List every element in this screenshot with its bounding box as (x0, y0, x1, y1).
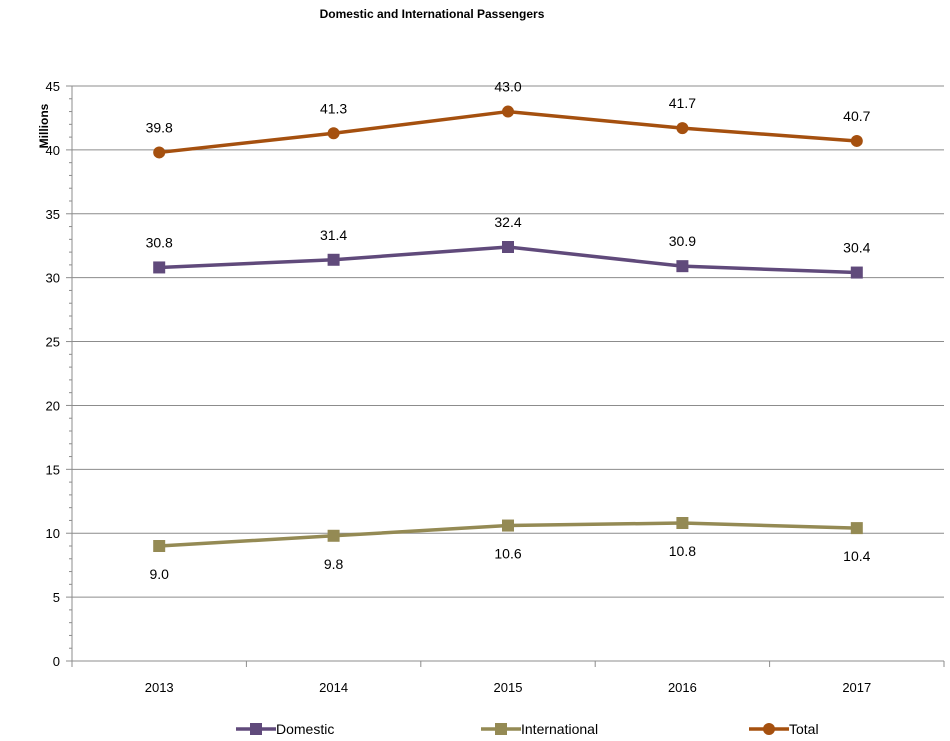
data-point (327, 253, 340, 266)
legend-marker (250, 723, 262, 735)
y-tick-label: 25 (46, 335, 60, 350)
data-point (502, 105, 514, 118)
legend-marker (763, 723, 775, 735)
data-point (676, 122, 689, 135)
data-point (850, 266, 863, 279)
chart-title: Domestic and International Passengers (320, 7, 545, 21)
x-tick-label: 2017 (842, 680, 871, 695)
data-point (153, 146, 166, 159)
legend-label: International (521, 721, 598, 737)
data-point (850, 134, 863, 147)
data-label: 30.9 (669, 233, 696, 249)
y-tick-label: 40 (46, 143, 60, 158)
data-label: 43.0 (494, 79, 521, 95)
x-tick-labels: 2013 2014 2015 2016 2017 (145, 680, 872, 695)
data-labels: 30.8 31.4 32.4 30.9 30.4 9.0 9.8 10.6 10.8 10.4 39… (146, 79, 871, 582)
x-tick-label: 2016 (668, 680, 697, 695)
data-label: 10.8 (669, 543, 696, 559)
series-lines (153, 105, 863, 552)
data-point (850, 522, 863, 535)
x-tick-label: 2015 (494, 680, 523, 695)
data-label: 10.4 (843, 548, 870, 564)
data-label: 9.8 (324, 556, 344, 572)
data-label: 41.7 (669, 95, 696, 111)
y-tick-label: 35 (46, 207, 60, 222)
axes (66, 85, 945, 667)
legend-label: Total (789, 721, 819, 737)
data-label: 30.4 (843, 240, 870, 256)
legend: Domestic International Total (236, 721, 819, 737)
data-point (153, 540, 166, 552)
legend-label: Domestic (276, 721, 334, 737)
legend-marker (495, 723, 507, 735)
data-label: 10.6 (494, 546, 521, 562)
data-label: 39.8 (146, 119, 173, 135)
legend-item-domestic: Domestic (236, 721, 334, 737)
y-axis-label: Millions (37, 103, 51, 148)
data-point (502, 519, 514, 532)
y-tick-label: 30 (46, 271, 60, 286)
y-tick-label: 10 (46, 526, 60, 541)
data-label: 41.3 (320, 100, 347, 116)
y-tick-labels: 0 5 10 15 20 25 30 35 40 45 (46, 79, 60, 669)
y-tick-label: 15 (46, 462, 60, 477)
x-tick-label: 2013 (145, 680, 174, 695)
data-label: 30.8 (146, 234, 173, 250)
data-label: 32.4 (494, 214, 521, 230)
legend-item-total: Total (749, 721, 819, 737)
y-tick-label: 5 (53, 590, 60, 605)
data-point (153, 261, 166, 274)
y-tick-label: 45 (46, 79, 60, 94)
x-tick-label: 2014 (319, 680, 348, 695)
data-point (676, 517, 689, 529)
y-tick-label: 20 (46, 398, 60, 413)
data-label: 9.0 (149, 566, 169, 582)
series-line-total (159, 109, 857, 155)
data-label: 40.7 (843, 108, 870, 124)
gridlines (72, 85, 944, 598)
data-point (502, 241, 514, 253)
data-point (327, 529, 340, 542)
data-point (676, 260, 689, 273)
data-label: 31.4 (320, 227, 347, 243)
legend-item-international: International (481, 721, 598, 737)
y-tick-label: 0 (53, 654, 60, 669)
data-point (327, 127, 340, 140)
